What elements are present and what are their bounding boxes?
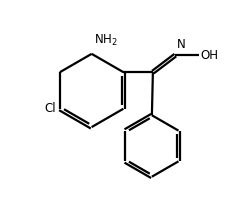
Text: OH: OH <box>201 49 219 62</box>
Text: Cl: Cl <box>45 102 56 115</box>
Text: NH$_2$: NH$_2$ <box>95 33 118 48</box>
Text: N: N <box>176 38 185 51</box>
